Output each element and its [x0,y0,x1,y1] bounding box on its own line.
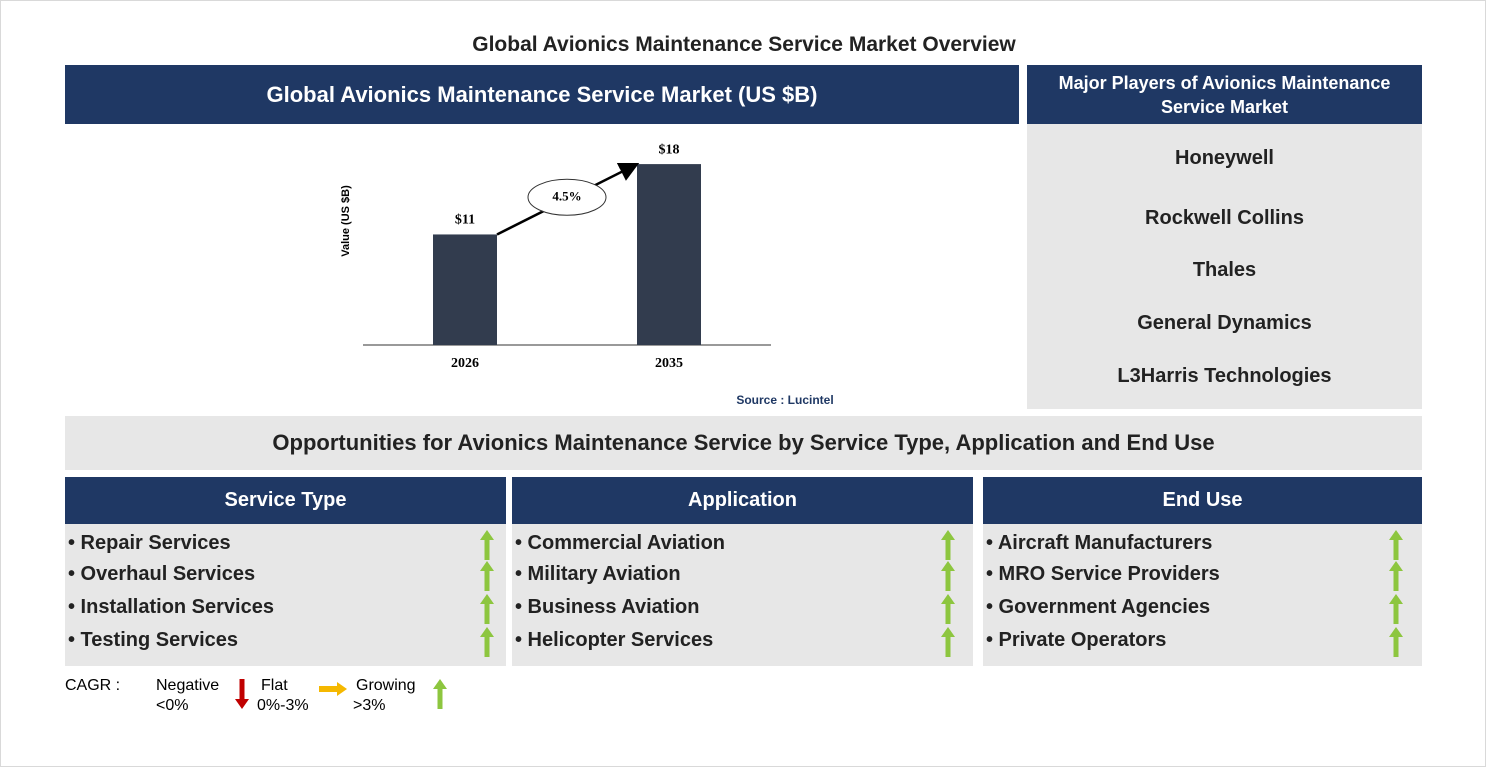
cagr-bubble [527,178,607,216]
player: L3Harris Technologies [1117,365,1332,387]
cagr-label: 4.5% [552,188,581,203]
player: Thales [1192,259,1257,281]
arrow-shape [480,530,494,560]
player: General Dynamics [1137,312,1312,334]
arrow-icon [1389,561,1403,591]
arrow-icon [941,561,955,591]
arrow-shape [480,594,494,624]
market-header: Global Avionics Maintenance Service Mark… [65,65,1019,124]
segment-item: • Commercial Aviation [515,532,726,554]
segment-body [983,524,1422,666]
arrow-shape [1389,594,1403,624]
segment-item: • Installation Services [68,596,274,618]
source: Source : Lucintel [736,393,833,407]
x-tick-label: 2026 [451,356,479,371]
bar [433,234,497,345]
opportunities-title: Opportunities for Avionics Maintenance S… [65,416,1422,470]
segment-header: Application [512,477,973,524]
players-header: Major Players of Avionics Maintenance Se… [1027,65,1422,124]
arrow-icon [941,530,955,560]
arrow-shape [319,682,347,696]
legend-item-label: Negative [156,677,220,694]
player: Rockwell Collins [1145,207,1304,229]
arrow-icon [480,594,494,624]
arrow-shape [941,530,955,560]
arrow-icon [1389,530,1403,560]
legend-item-range: <0% [156,697,189,714]
value-label: $11 [455,213,475,228]
arrow-shape [433,679,447,709]
player: Honeywell [1175,147,1274,169]
segment-header: Service Type [65,477,506,524]
arrow-shape [1389,530,1403,560]
arrow-icon [941,627,955,657]
arrow-shape [235,679,249,709]
legend-item-range: 0%-3% [257,697,309,714]
legend-item-label: Flat [261,677,288,694]
bar [637,164,701,345]
segment-item: • Overhaul Services [68,563,256,585]
arrow-icon [480,561,494,591]
x-tick-label: 2035 [655,356,683,371]
arrow-shape [941,561,955,591]
segment-item: • Government Agencies [986,596,1211,618]
arrow-icon [433,679,447,709]
segment-item: • Helicopter Services [515,629,714,651]
players-box: Honeywell Rockwell Collins Thales General D… [1027,124,1422,409]
segment-item: • Aircraft Manufacturers [986,532,1213,554]
arrow-icon [1389,594,1403,624]
arrow-icon [319,682,347,696]
arrow-shape [1389,627,1403,657]
arrow-icon [235,679,249,709]
arrow-icon [480,530,494,560]
legend-item-range: >3% [353,697,386,714]
arrow-icon [1389,627,1403,657]
segment-item: • MRO Service Providers [986,563,1220,585]
legend-label: CAGR : [65,677,121,694]
arrow-shape [480,561,494,591]
legend-item-label: Growing [356,677,416,694]
y-axis-label: Value (US $B) [340,185,352,257]
arrow-shape [480,627,494,657]
segment-item: • Repair Services [68,532,231,554]
arrow-shape [1389,561,1403,591]
page-title: Global Avionics Maintenance Service Mark… [472,33,1016,56]
arrow-icon [941,594,955,624]
segment-body [512,524,973,666]
segment-item: • Business Aviation [515,596,700,618]
chart: Value (US $B) Source : Lucintel $11 2026 $… [340,142,834,407]
arrow-shape [941,627,955,657]
arrow-icon [480,627,494,657]
arrow-shape [941,594,955,624]
value-label: $18 [659,142,680,157]
segment-body [65,524,506,666]
segment-item: • Military Aviation [515,563,681,585]
segment-item: • Private Operators [986,629,1167,651]
segment-item: • Testing Services [68,629,239,651]
segment-header: End Use [983,477,1422,524]
